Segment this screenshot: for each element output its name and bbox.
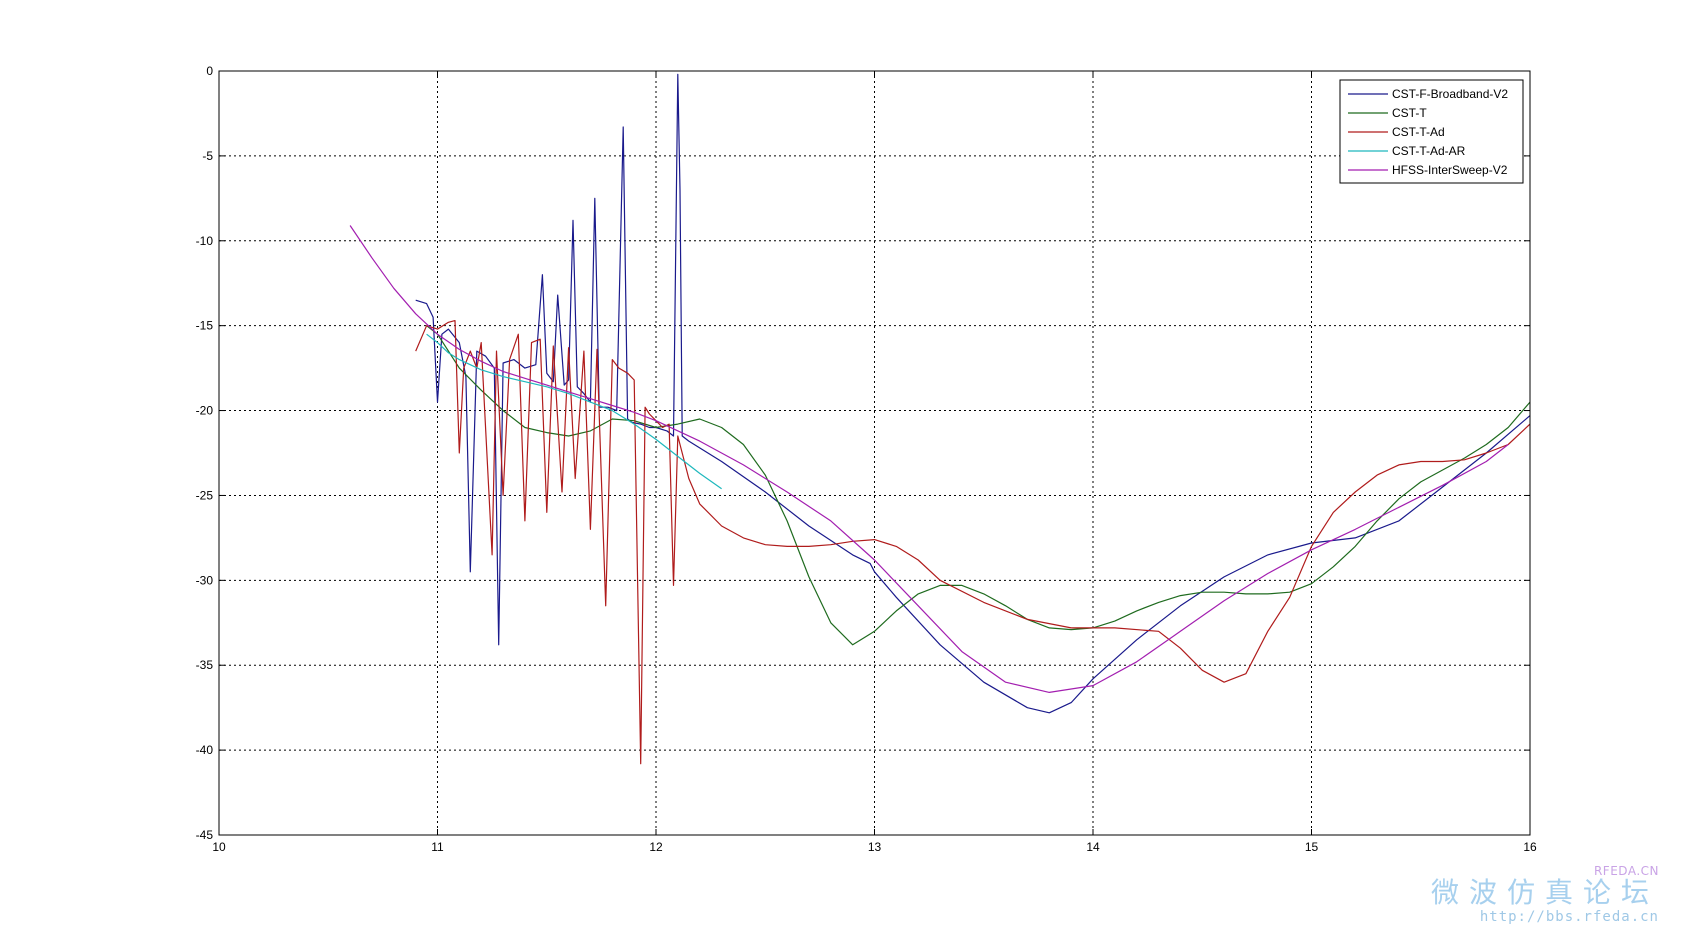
x-tick-label: 14 bbox=[1086, 840, 1100, 854]
series-layer bbox=[349, 73, 1531, 765]
x-tick-label: 11 bbox=[431, 840, 444, 854]
grid bbox=[219, 71, 1530, 835]
x-tick-label: 16 bbox=[1523, 840, 1537, 854]
series-line-cst-t-ad-ar bbox=[426, 333, 722, 490]
y-tick-label: -25 bbox=[196, 488, 214, 502]
watermark-title: 微波仿真论坛 bbox=[1430, 876, 1659, 910]
watermark-url: http://bbs.rfeda.cn bbox=[1479, 909, 1659, 925]
x-tick-label: 15 bbox=[1305, 840, 1319, 854]
legend-label: CST-F-Broadband-V2 bbox=[1392, 87, 1508, 101]
series-line-cst-t bbox=[426, 325, 1531, 646]
y-tick-label: 0 bbox=[206, 64, 213, 78]
x-tick-label: 13 bbox=[868, 840, 882, 854]
watermark: RFEDA.CN 微波仿真论坛 http://bbs.rfeda.cn bbox=[1431, 864, 1659, 925]
x-tick-label: 12 bbox=[649, 840, 663, 854]
y-tick-label: -15 bbox=[196, 319, 214, 333]
y-tick-label: -5 bbox=[202, 149, 213, 163]
x-tick-label: 10 bbox=[212, 840, 226, 854]
legend: CST-F-Broadband-V2 CST-T CST-T-Ad CST-T-Ad-… bbox=[1339, 79, 1524, 184]
y-tick-label: -10 bbox=[196, 234, 214, 248]
legend-label: CST-T bbox=[1392, 106, 1427, 120]
legend-label: HFSS-InterSweep-V2 bbox=[1392, 163, 1508, 177]
axis-ticks: 10 11 12 13 14 15 16 0 -5 -10 -15 -20 -25 -30 -35 -40 -4… bbox=[196, 64, 1537, 854]
y-tick-label: -20 bbox=[196, 404, 214, 418]
y-tick-label: -40 bbox=[196, 743, 214, 757]
y-tick-label: -45 bbox=[196, 828, 214, 842]
y-tick-label: -30 bbox=[196, 573, 214, 587]
legend-label: CST-T-Ad bbox=[1392, 125, 1445, 139]
y-tick-label: -35 bbox=[196, 658, 214, 672]
series-line-hfss-intersweep-v2 bbox=[349, 225, 1509, 694]
legend-label: CST-T-Ad-AR bbox=[1392, 144, 1466, 158]
watermark-brand: RFEDA.CN bbox=[1593, 864, 1659, 879]
series-line-cst-t-ad bbox=[415, 320, 1531, 765]
